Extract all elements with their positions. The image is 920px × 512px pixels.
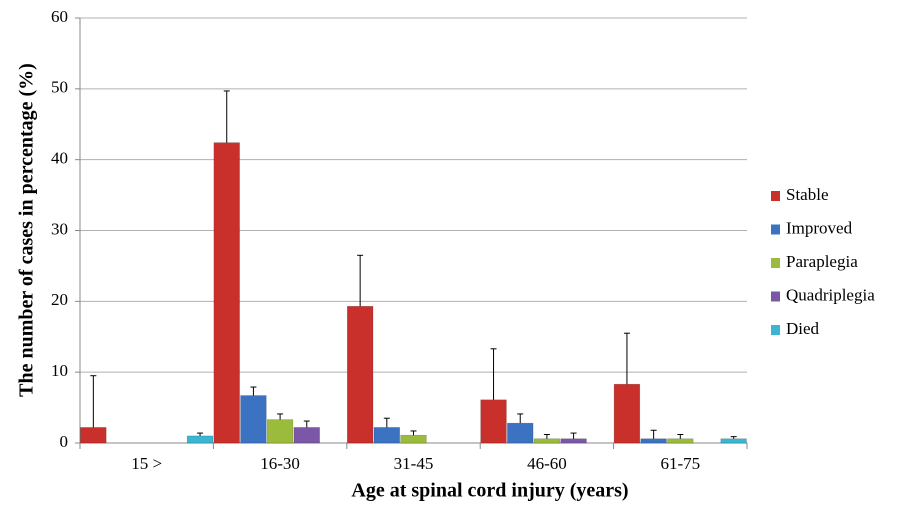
legend-label: Quadriplegia <box>786 285 875 304</box>
legend-swatch <box>771 325 780 335</box>
bar <box>667 438 694 444</box>
bar <box>213 142 240 444</box>
y-tick-label: 10 <box>51 361 68 380</box>
bar <box>373 427 400 444</box>
bar <box>507 422 534 444</box>
legend-label: Stable <box>786 185 829 204</box>
bar <box>266 419 294 444</box>
legend-label: Died <box>786 319 820 338</box>
y-axis-label: The number of cases in percentage (%) <box>16 63 38 397</box>
y-tick-label: 40 <box>51 149 68 168</box>
bar <box>533 438 561 444</box>
bar <box>80 427 107 444</box>
legend-swatch <box>771 291 780 302</box>
x-tick-label: 31-45 <box>394 454 434 473</box>
bar <box>720 438 747 444</box>
legend-swatch <box>771 224 780 235</box>
legend-label: Improved <box>786 218 853 237</box>
y-tick-label: 30 <box>51 219 68 238</box>
y-tick-label: 50 <box>51 78 68 97</box>
bar <box>186 435 214 444</box>
legend-label: Paraplegia <box>786 252 858 271</box>
legend-swatch <box>771 191 780 201</box>
x-tick-label: 46-60 <box>527 454 567 473</box>
bar <box>400 434 427 444</box>
bar <box>560 438 587 444</box>
bar <box>640 438 667 444</box>
x-tick-label: 16-30 <box>260 454 300 473</box>
y-tick-label: 0 <box>60 432 69 451</box>
x-tick-label: 15 > <box>131 454 162 473</box>
bar <box>346 305 374 444</box>
bar <box>480 399 507 444</box>
bar <box>293 427 320 444</box>
bar <box>240 395 267 444</box>
y-tick-label: 20 <box>51 290 68 309</box>
x-axis-label: Age at spinal cord injury (years) <box>351 480 628 502</box>
bar <box>613 383 641 444</box>
legend-swatch <box>771 258 780 268</box>
y-tick-label: 60 <box>51 7 68 26</box>
x-tick-label: 61-75 <box>660 454 700 473</box>
